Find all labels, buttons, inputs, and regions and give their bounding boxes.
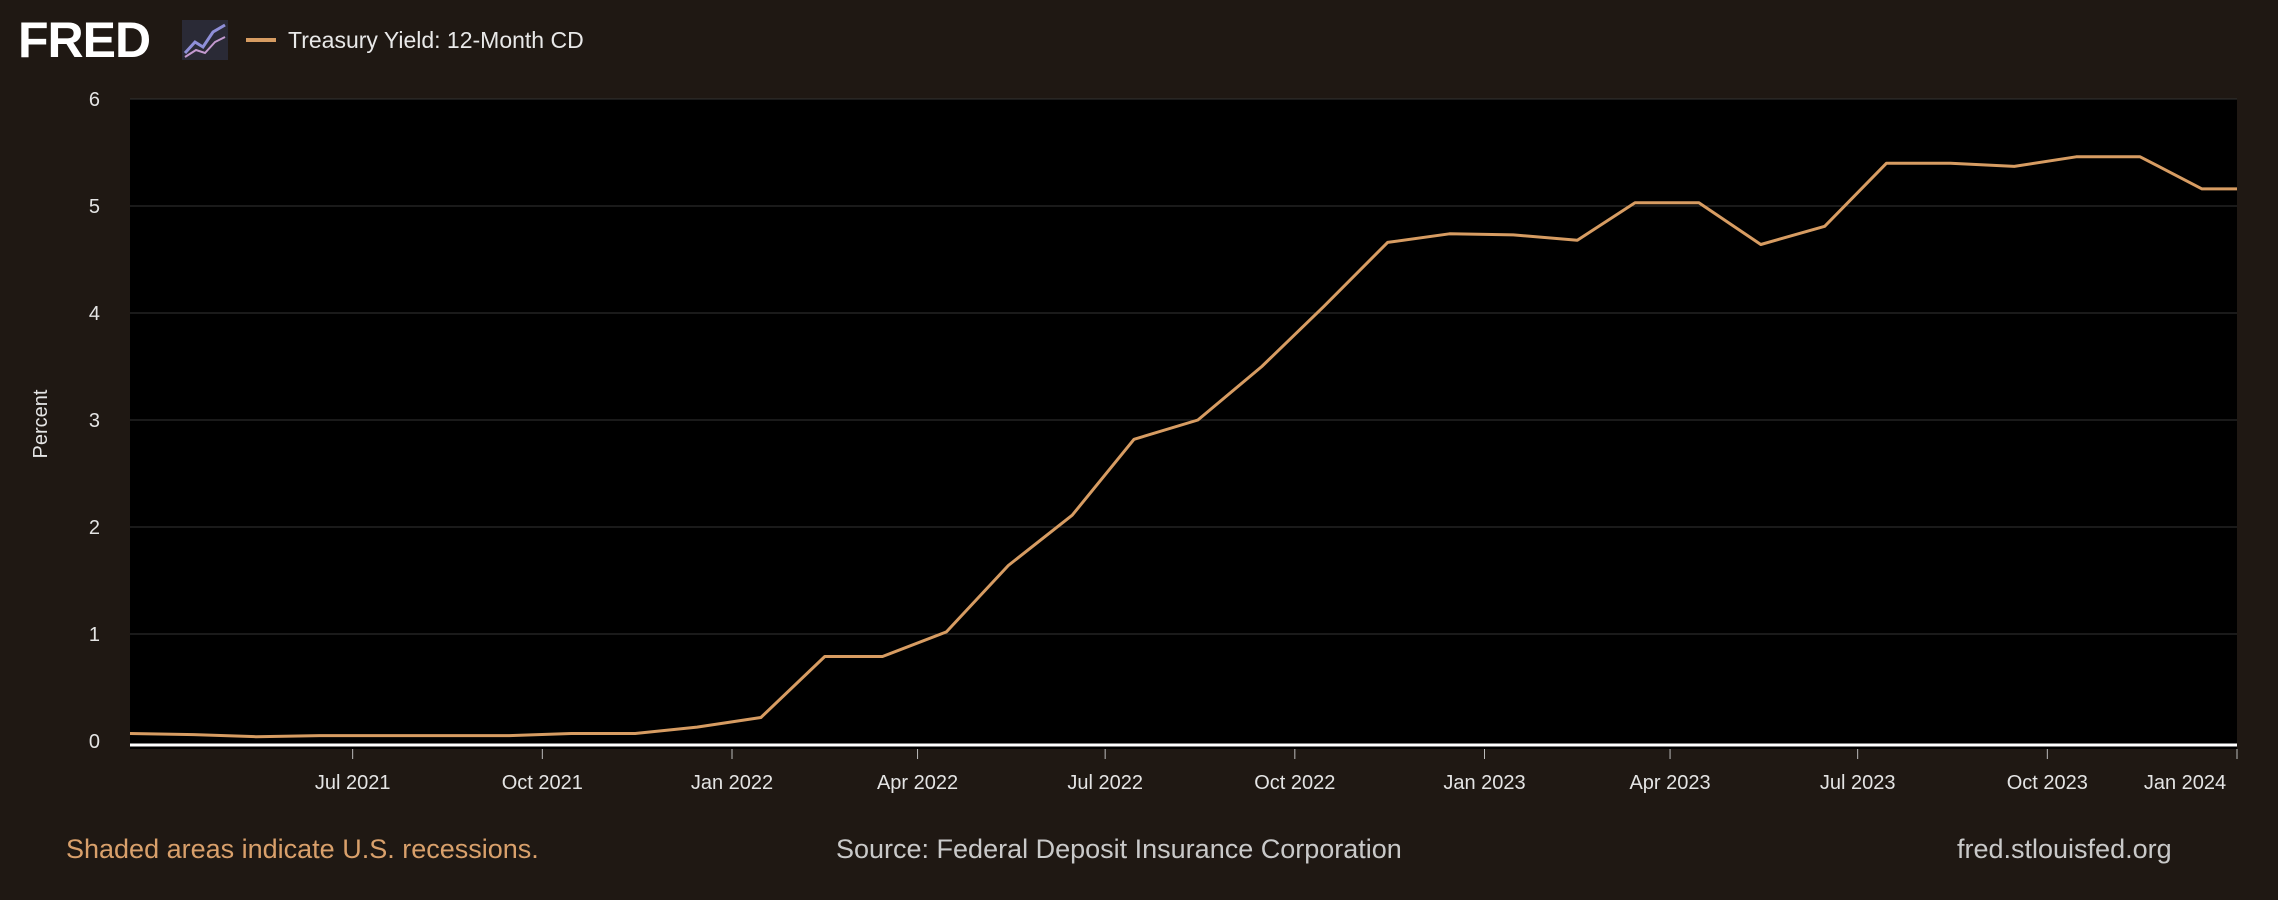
x-tick-label: Jan 2024 bbox=[2144, 772, 2226, 794]
series-line[interactable] bbox=[129, 155, 2237, 739]
y-axis-ticks: 0 1 2 3 4 5 6 bbox=[89, 89, 100, 753]
fred-logo[interactable]: FRED bbox=[18, 12, 151, 68]
gridlines bbox=[130, 98, 2237, 747]
chart-header: FRED Treasury Yield: 12-Month CD bbox=[0, 0, 2278, 80]
y-tick-label: 6 bbox=[89, 89, 100, 111]
fred-url-link[interactable]: fred.stlouisfed.org bbox=[1957, 834, 2172, 864]
x-tick-label: Oct 2022 bbox=[1254, 772, 1335, 794]
y-tick-label: 4 bbox=[89, 303, 100, 325]
chart-legend[interactable]: Treasury Yield: 12-Month CD bbox=[246, 23, 584, 57]
x-tick-label: Jan 2023 bbox=[1443, 772, 1525, 794]
x-tick-label: Oct 2021 bbox=[502, 772, 583, 794]
x-tick-label: Jan 2022 bbox=[691, 772, 773, 794]
legend-label: Treasury Yield: 12-Month CD bbox=[288, 26, 584, 53]
x-tick-label: Jul 2022 bbox=[1067, 772, 1143, 794]
x-tick-label: Apr 2022 bbox=[877, 772, 958, 794]
x-tick-label: Jul 2021 bbox=[315, 772, 391, 794]
y-tick-label: 1 bbox=[89, 624, 100, 646]
source-credit: Source: Federal Deposit Insurance Corpor… bbox=[836, 834, 1402, 864]
x-axis-ticks: Jul 2021 Oct 2021 Jan 2022 Apr 2022 Jul 2022… bbox=[315, 749, 2238, 794]
x-tick-label: Apr 2023 bbox=[1629, 772, 1710, 794]
x-tick-label: Jul 2023 bbox=[1820, 772, 1896, 794]
y-axis-title: Percent bbox=[30, 389, 52, 458]
line-chart-icon bbox=[182, 20, 228, 60]
recession-note: Shaded areas indicate U.S. recessions. bbox=[66, 834, 539, 864]
legend-swatch bbox=[246, 38, 276, 42]
y-tick-label: 3 bbox=[89, 410, 100, 432]
line-chart[interactable]: 0 1 2 3 4 5 6 Jul 2021 Oct 2021 Jan 2022 Apr 2022… bbox=[0, 0, 2278, 820]
y-tick-label: 2 bbox=[89, 517, 100, 539]
x-tick-label: Oct 2023 bbox=[2007, 772, 2088, 794]
y-tick-label: 0 bbox=[89, 731, 100, 753]
y-tick-label: 5 bbox=[89, 196, 100, 218]
series-group bbox=[129, 155, 2237, 739]
